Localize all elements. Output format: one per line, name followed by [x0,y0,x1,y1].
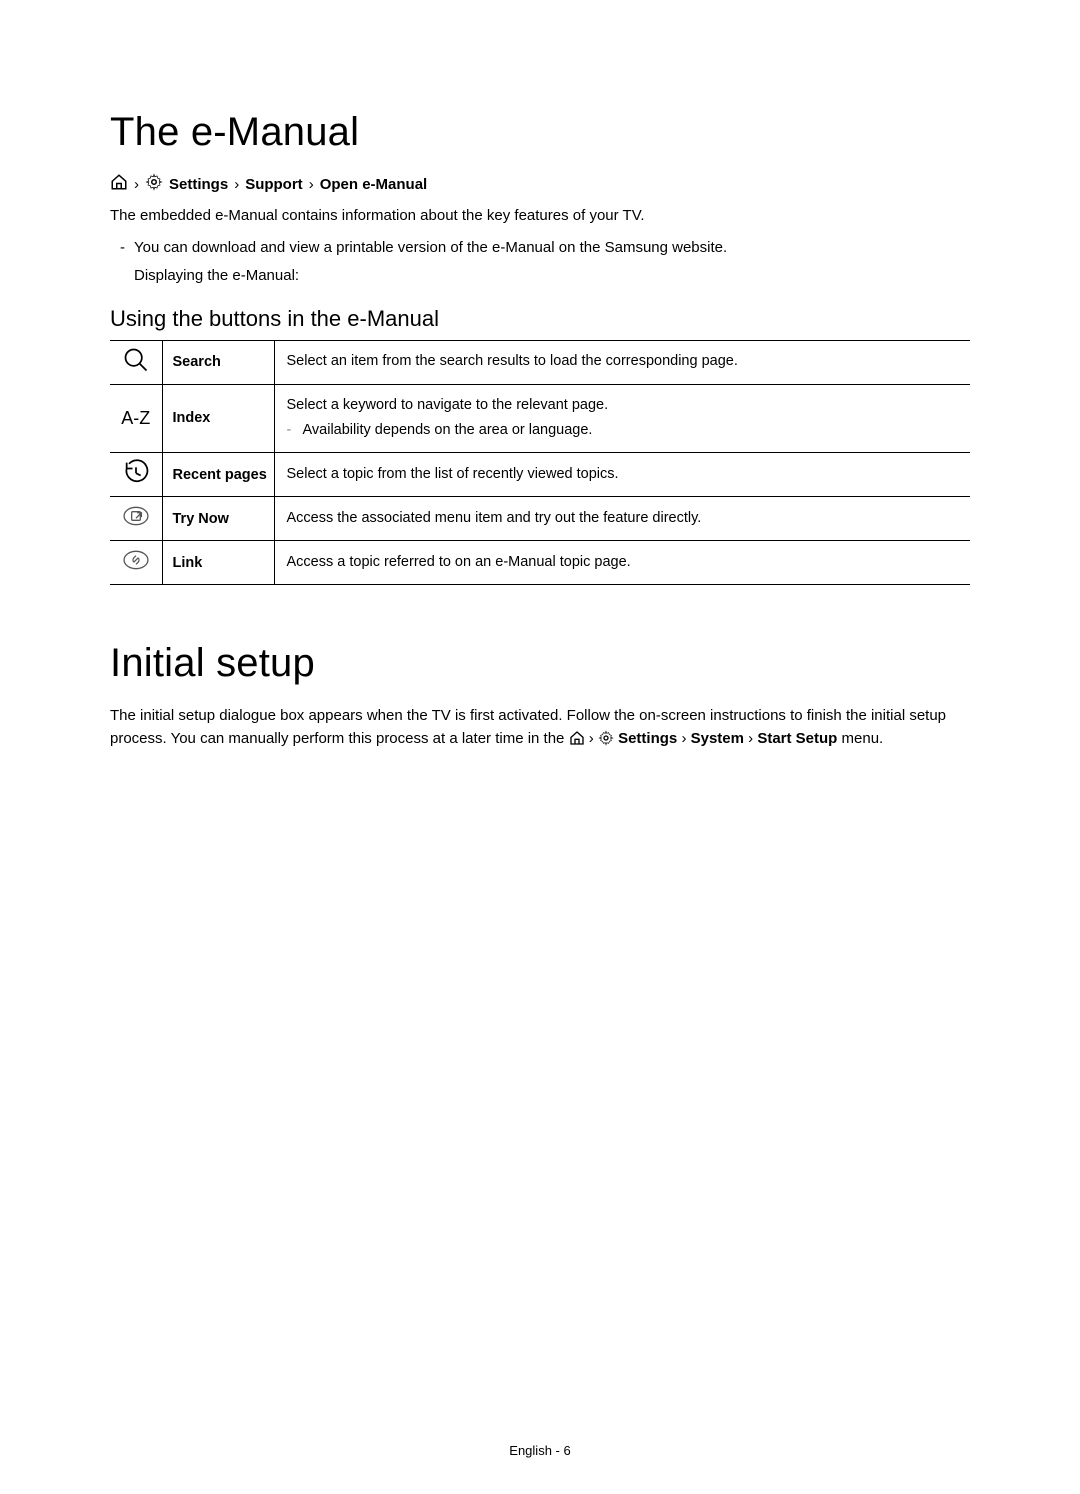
intro-text: The embedded e-Manual contains informati… [110,205,970,228]
path-item: Start Setup [757,730,837,747]
body-suffix: menu. [837,730,883,747]
row-label: Recent pages [162,453,274,497]
index-icon: A-Z [110,384,162,453]
row-desc: Access the associated menu item and try … [274,497,970,541]
home-icon [110,173,128,195]
buttons-table: Search Select an item from the search re… [110,340,970,586]
settings-icon [145,173,163,195]
breadcrumb-sep: › [309,176,314,193]
row-desc-sub-text: Availability depends on the area or lang… [303,420,593,442]
row-label: Try Now [162,497,274,541]
breadcrumb-sep: › [134,176,139,193]
table-row: Link Access a topic referred to on an e-… [110,541,970,585]
table-row: Recent pages Select a topic from the lis… [110,453,970,497]
row-desc: Access a topic referred to on an e-Manua… [274,541,970,585]
breadcrumb-item: Open e-Manual [320,176,428,193]
search-icon [110,340,162,384]
table-row: Search Select an item from the search re… [110,340,970,384]
note-line: - You can download and view a printable … [120,236,970,260]
table-row: Try Now Access the associated menu item … [110,497,970,541]
dash-bullet: - [287,420,303,442]
row-label: Link [162,541,274,585]
section1-subheading: Using the buttons in the e-Manual [110,306,970,332]
note-sub: Displaying the e-Manual: [134,264,970,288]
row-desc: Select a keyword to navigate to the rele… [274,384,970,453]
row-desc: Select an item from the search results t… [274,340,970,384]
row-desc-sub: - Availability depends on the area or la… [287,420,961,442]
section2-title: Initial setup [110,641,970,686]
link-icon [110,541,162,585]
breadcrumb-sep: › [681,730,686,747]
note-text: You can download and view a printable ve… [134,236,727,260]
row-label: Search [162,340,274,384]
path-item: System [691,730,744,747]
breadcrumb-sep: › [748,730,753,747]
recent-icon [110,453,162,497]
path-item: Settings [618,730,677,747]
home-icon [569,730,585,753]
trynow-icon [110,497,162,541]
section1-title: The e-Manual [110,110,970,155]
breadcrumb-item: Settings [169,176,228,193]
section2-body: The initial setup dialogue box appears w… [110,704,970,754]
settings-icon [598,730,614,753]
table-row: A-Z Index Select a keyword to navigate t… [110,384,970,453]
breadcrumb-item: Support [245,176,303,193]
breadcrumb-sep: › [589,730,594,747]
page-footer: English - 6 [0,1443,1080,1458]
breadcrumb-sep: › [234,176,239,193]
row-desc: Select a topic from the list of recently… [274,453,970,497]
row-label: Index [162,384,274,453]
breadcrumb: › Settings › Support › Open e-Manual [110,173,970,195]
dash-bullet: - [120,236,134,260]
row-desc-main: Select a keyword to navigate to the rele… [287,395,961,417]
